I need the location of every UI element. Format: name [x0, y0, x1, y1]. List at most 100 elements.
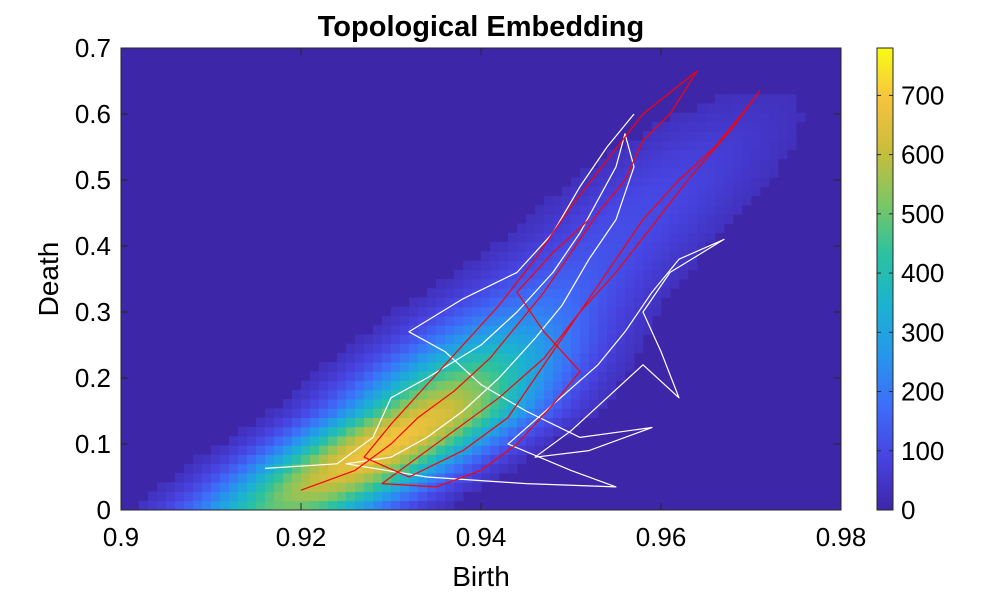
heatmap-cell	[670, 186, 680, 197]
colorbar-tick-label: 700	[901, 80, 944, 110]
heatmap-cell	[562, 417, 572, 428]
heatmap-cell	[364, 445, 374, 455]
heatmap-cell	[355, 482, 365, 492]
heatmap-cell	[184, 500, 194, 510]
heatmap-cell	[580, 223, 590, 234]
heatmap-cell	[400, 380, 410, 391]
heatmap-cell	[319, 482, 329, 492]
heatmap-cell	[580, 214, 590, 224]
heatmap-cell	[697, 223, 707, 234]
heatmap-cell	[328, 445, 338, 455]
y-tick-label: 0.4	[75, 231, 111, 261]
heatmap-cell	[292, 436, 302, 446]
heatmap-cell	[382, 380, 392, 391]
heatmap-cell	[427, 371, 437, 382]
heatmap-cell	[436, 380, 446, 391]
heatmap-cell	[256, 491, 266, 502]
heatmap-cell	[598, 371, 608, 382]
heatmap-cell	[481, 473, 491, 483]
heatmap-cell	[643, 232, 653, 243]
heatmap-cell	[580, 288, 590, 298]
heatmap-cell	[391, 315, 401, 326]
heatmap-cell	[661, 242, 671, 252]
heatmap-cell	[661, 121, 671, 132]
heatmap-cell	[526, 223, 536, 234]
heatmap-cell	[310, 380, 320, 391]
y-tick-label: 0	[97, 495, 111, 525]
heatmap-cell	[337, 426, 347, 437]
heatmap-cell	[616, 186, 626, 197]
heatmap-cell	[607, 158, 617, 169]
heatmap-cell	[715, 94, 725, 104]
heatmap-cell	[238, 500, 248, 510]
heatmap-cell	[328, 426, 338, 437]
heatmap-cell	[400, 334, 410, 345]
heatmap-cell	[355, 408, 365, 418]
heatmap-cell	[598, 168, 608, 178]
heatmap-cell	[598, 325, 608, 335]
heatmap-cell	[571, 242, 581, 252]
heatmap-cell	[418, 315, 428, 326]
heatmap-cell	[679, 168, 689, 178]
heatmap-cell	[544, 306, 554, 317]
heatmap-cell	[625, 288, 635, 298]
heatmap-cell	[544, 288, 554, 298]
heatmap-cell	[544, 389, 554, 400]
heatmap-cell	[616, 260, 626, 271]
heatmap-cell	[796, 112, 806, 123]
heatmap-cell	[454, 463, 464, 474]
heatmap-cell	[319, 463, 329, 474]
heatmap-cell	[265, 500, 275, 510]
heatmap-cell	[760, 177, 770, 187]
heatmap-cell	[706, 223, 716, 234]
heatmap-cell	[265, 426, 275, 437]
heatmap-cell	[229, 445, 239, 455]
heatmap-cell	[481, 352, 491, 363]
heatmap-cell	[616, 158, 626, 169]
heatmap-cell	[607, 232, 617, 243]
heatmap-cell	[688, 158, 698, 169]
heatmap-cell	[490, 362, 500, 372]
heatmap-cell	[490, 436, 500, 446]
heatmap-cell	[364, 343, 374, 354]
heatmap-cell	[346, 362, 356, 372]
heatmap-cell	[589, 195, 599, 206]
heatmap-cell	[517, 436, 527, 446]
heatmap-cell	[445, 279, 455, 289]
x-tick-label: 0.92	[276, 522, 327, 552]
heatmap-cell	[166, 482, 176, 492]
heatmap-cell	[193, 491, 203, 502]
heatmap-cell	[652, 306, 662, 317]
heatmap-cell	[472, 389, 482, 400]
heatmap-cell	[337, 473, 347, 483]
heatmap-cell	[634, 260, 644, 271]
heatmap-cell	[364, 482, 374, 492]
heatmap-cell	[733, 121, 743, 132]
heatmap-cell	[706, 177, 716, 187]
heatmap-cell	[481, 251, 491, 261]
heatmap-cell	[355, 334, 365, 345]
heatmap-cell	[535, 269, 545, 280]
heatmap-cell	[598, 269, 608, 280]
heatmap-cell	[769, 158, 779, 169]
heatmap-cell	[319, 399, 329, 409]
heatmap-cell	[544, 260, 554, 271]
heatmap-cell	[445, 362, 455, 372]
heatmap-cell	[787, 94, 797, 104]
heatmap-cell	[526, 352, 536, 363]
heatmap-cell	[544, 195, 554, 206]
heatmap-cell	[427, 417, 437, 428]
heatmap-cell	[355, 380, 365, 391]
heatmap-cell	[319, 473, 329, 483]
heatmap-cell	[319, 380, 329, 391]
heatmap-cell	[697, 121, 707, 132]
heatmap-cell	[490, 399, 500, 409]
heatmap-cell	[571, 205, 581, 215]
heatmap-cell	[436, 426, 446, 437]
heatmap-cell	[760, 149, 770, 160]
heatmap-cell	[742, 121, 752, 132]
heatmap-cell	[562, 306, 572, 317]
heatmap-cell	[706, 121, 716, 132]
heatmap-cell	[481, 260, 491, 271]
heatmap-cell	[355, 343, 365, 354]
